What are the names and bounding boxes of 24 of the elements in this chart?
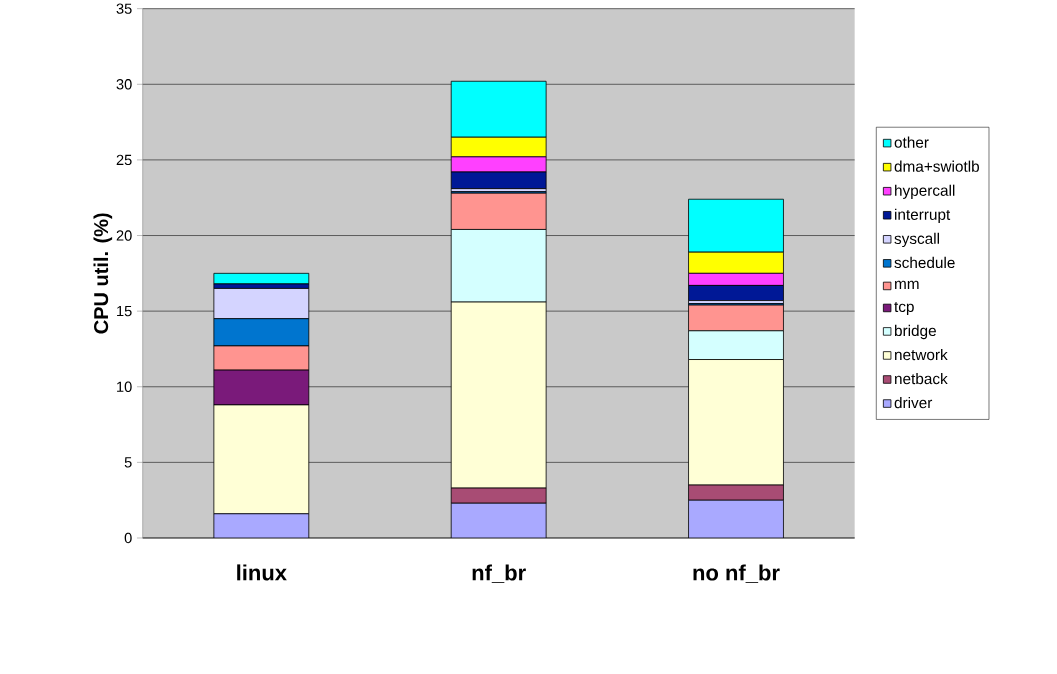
legend-label: interrupt — [895, 208, 951, 223]
y-tick-label: 30 — [116, 79, 132, 90]
legend-label: hypercall — [895, 184, 955, 199]
y-tick-label: 5 — [124, 457, 132, 468]
y-tick-label: 10 — [117, 381, 132, 392]
y-tick-label: 20 — [116, 230, 132, 241]
y-tick-label: 25 — [116, 154, 132, 166]
legend-label: schedule — [894, 256, 955, 269]
legend-label: syscall — [894, 232, 939, 248]
x-tick-label: nf_br — [472, 564, 526, 584]
legend-label: netback — [895, 372, 948, 385]
legend-label: network — [895, 348, 948, 361]
x-tick-label: no nf_br — [693, 564, 780, 584]
y-tick-label: 15 — [117, 306, 132, 317]
x-tick-label: linux — [237, 564, 287, 581]
y-tick-label: 0 — [124, 532, 132, 544]
legend-label: bridge — [895, 324, 936, 340]
y-axis-title: CPU util. (%) — [93, 213, 113, 334]
legend-label: tcp — [894, 302, 914, 316]
legend-label: dma+swiotlb — [894, 160, 980, 172]
legend-label: driver — [894, 396, 933, 409]
legend-label: mm — [895, 280, 919, 290]
legend-label: other — [894, 136, 929, 148]
y-tick-label: 35 — [116, 3, 132, 14]
